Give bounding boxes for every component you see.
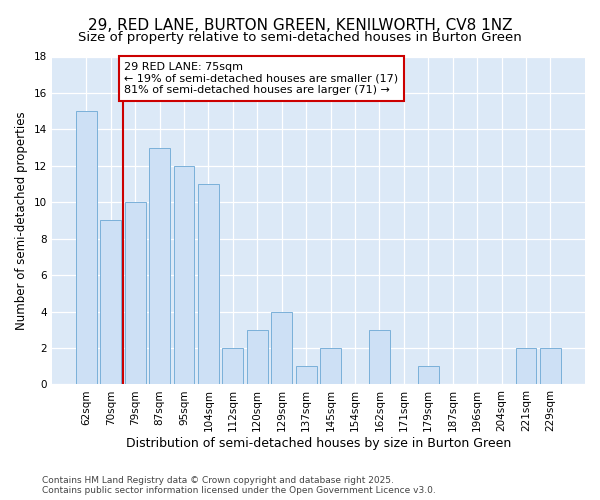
X-axis label: Distribution of semi-detached houses by size in Burton Green: Distribution of semi-detached houses by … [126,437,511,450]
Text: 29, RED LANE, BURTON GREEN, KENILWORTH, CV8 1NZ: 29, RED LANE, BURTON GREEN, KENILWORTH, … [88,18,512,32]
Bar [100,220,121,384]
Bar [173,166,194,384]
Bar [125,202,146,384]
Text: Contains HM Land Registry data © Crown copyright and database right 2025.
Contai: Contains HM Land Registry data © Crown c… [42,476,436,495]
Bar [223,348,243,385]
Text: Size of property relative to semi-detached houses in Burton Green: Size of property relative to semi-detach… [78,31,522,44]
Y-axis label: Number of semi-detached properties: Number of semi-detached properties [15,111,28,330]
Bar [540,348,561,385]
Bar [271,312,292,384]
Bar [76,111,97,384]
Bar [149,148,170,384]
Bar [369,330,390,384]
Bar [515,348,536,385]
Bar [418,366,439,384]
Bar [198,184,219,384]
Bar [247,330,268,384]
Text: 29 RED LANE: 75sqm
← 19% of semi-detached houses are smaller (17)
81% of semi-de: 29 RED LANE: 75sqm ← 19% of semi-detache… [124,62,398,95]
Bar [320,348,341,385]
Bar [296,366,317,384]
